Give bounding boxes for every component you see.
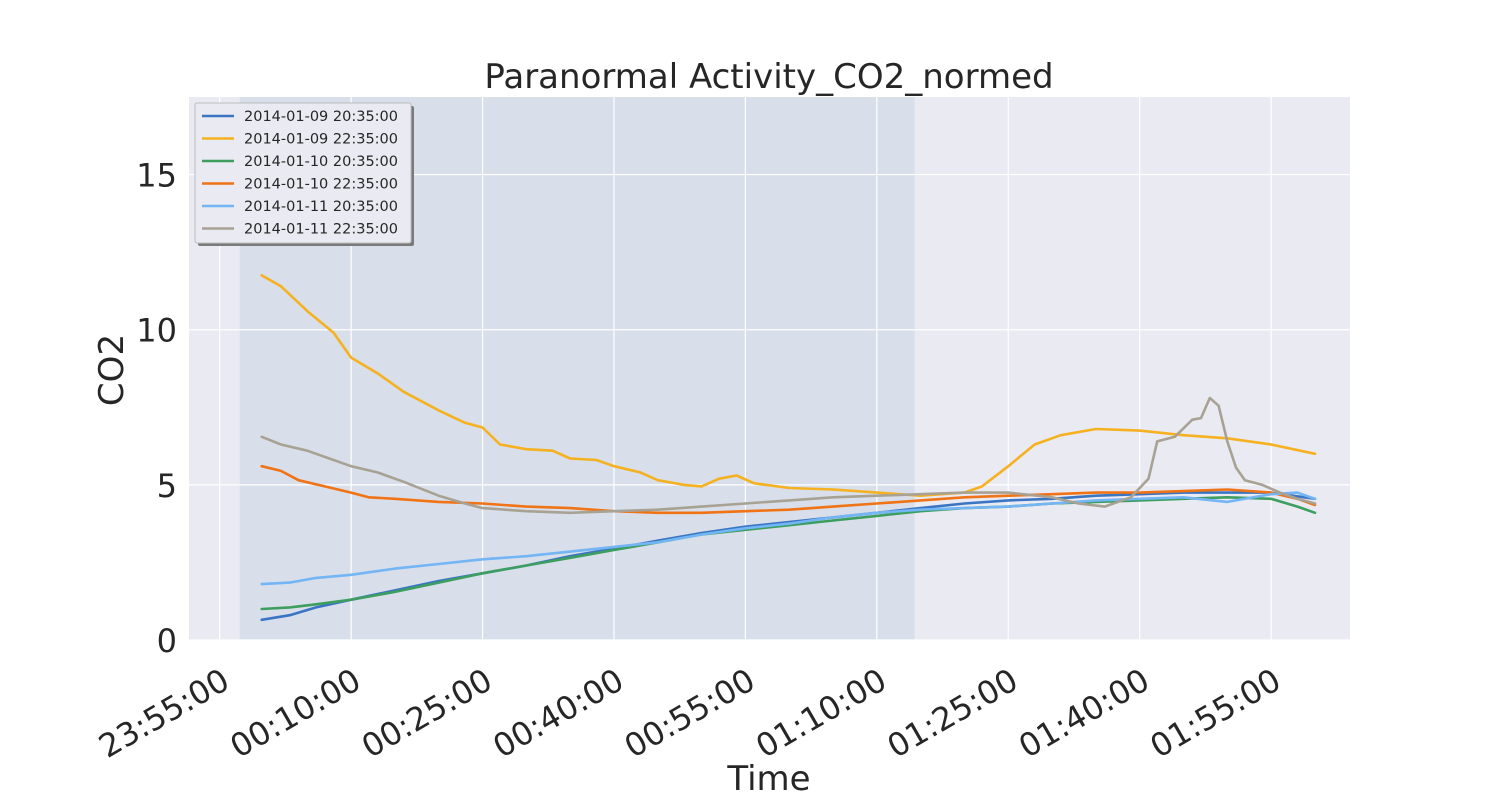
legend-items: 2014-01-09 20:35:00 2014-01-09 22:35:00 20… bbox=[202, 109, 398, 238]
x-tick-label: 01:10:00 bbox=[749, 661, 892, 766]
x-tick-label: 00:10:00 bbox=[224, 661, 367, 766]
legend-label: 2014-01-10 20:35:00 bbox=[244, 154, 398, 170]
x-tick-label: 01:25:00 bbox=[881, 661, 1024, 766]
legend-box bbox=[194, 102, 412, 244]
series-line bbox=[260, 495, 1317, 611]
legend-label: 2014-01-11 20:35:00 bbox=[244, 199, 398, 215]
y-tick-label: 10 bbox=[136, 312, 177, 350]
chart-title: Paranormal Activity_CO2_normed bbox=[484, 57, 1053, 97]
x-tick-label: 23:55:00 bbox=[92, 661, 235, 766]
x-tick-label: 00:55:00 bbox=[618, 661, 761, 766]
legend-label: 2014-01-10 22:35:00 bbox=[244, 177, 398, 193]
x-tick-label: 00:40:00 bbox=[487, 661, 630, 766]
y-axis-label: CO2 bbox=[92, 334, 132, 406]
x-axis-label: Time bbox=[726, 759, 810, 799]
legend-label: 2014-01-11 22:35:00 bbox=[244, 222, 398, 238]
series-line bbox=[260, 464, 1317, 515]
x-tick-label: 01:40:00 bbox=[1012, 661, 1155, 766]
x-tick-label: 01:55:00 bbox=[1144, 661, 1287, 766]
y-tick-label: 5 bbox=[157, 467, 177, 505]
x-tick-label: 00:25:00 bbox=[355, 661, 498, 766]
legend: 2014-01-09 20:35:00 2014-01-09 22:35:00 20… bbox=[194, 102, 414, 246]
series-line bbox=[260, 274, 1317, 498]
legend-label: 2014-01-09 20:35:00 bbox=[244, 109, 398, 125]
y-tick-label: 15 bbox=[136, 157, 177, 195]
series-line bbox=[260, 491, 1317, 586]
series-line bbox=[260, 396, 1317, 515]
y-tick-label: 0 bbox=[157, 622, 177, 660]
legend-label: 2014-01-09 22:35:00 bbox=[244, 132, 398, 148]
series-lines bbox=[260, 274, 1317, 622]
